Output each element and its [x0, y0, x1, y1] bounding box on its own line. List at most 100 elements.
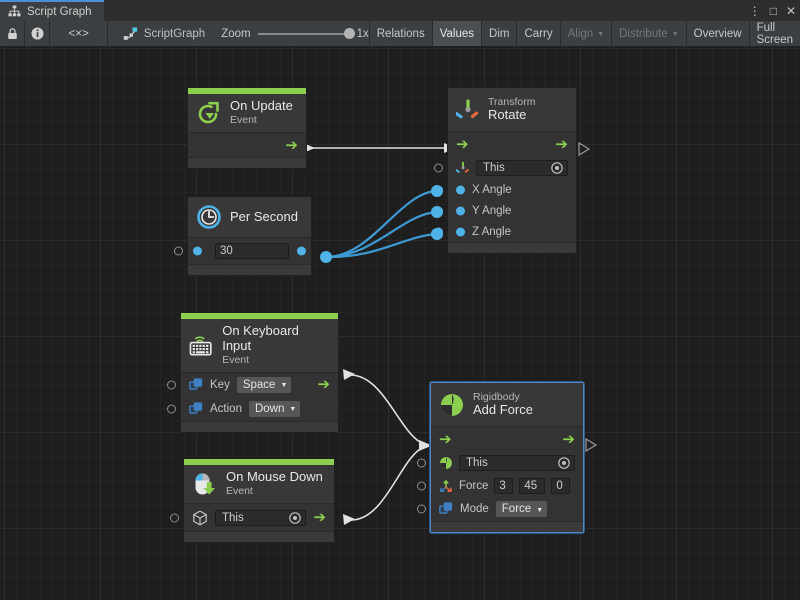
toolbar-button-overview[interactable]: Overview	[685, 21, 749, 46]
zoom-control[interactable]: Zoom 1x	[221, 27, 369, 40]
node-per-second[interactable]: Per Second 30	[174, 196, 312, 276]
zoom-slider[interactable]	[257, 27, 355, 39]
input-port-key[interactable]	[167, 380, 176, 390]
flow-output-connector-rotate[interactable]	[578, 142, 591, 156]
target-object-field[interactable]: This	[459, 454, 575, 471]
toolbar-button-label: Dim	[489, 27, 510, 40]
node-body: ➔ ➔ This	[417, 427, 583, 521]
object-picker-icon[interactable]	[558, 456, 570, 469]
flow-input-arrow[interactable]: ➔	[456, 135, 469, 153]
port-row-flow-out[interactable]: ➔	[188, 133, 306, 157]
key-dropdown[interactable]: Space ▼	[236, 376, 292, 393]
graph-canvas[interactable]: On Update Event ➔	[0, 47, 800, 600]
force-y-input[interactable]: 45	[519, 477, 546, 494]
port-row-y-angle[interactable]: Y Angle	[434, 200, 576, 221]
wire-persecond-to-yangle	[325, 210, 438, 259]
node-on-update[interactable]: On Update Event ➔	[187, 87, 307, 169]
node-rigidbody-add-force[interactable]: Rigidbody Add Force ➔ ➔	[417, 382, 584, 533]
flow-output-connector-addforce[interactable]	[585, 438, 598, 452]
port-row-target[interactable]: This	[417, 451, 583, 474]
port-row-target[interactable]: This ➔	[170, 504, 334, 531]
input-port-mode[interactable]	[417, 504, 426, 514]
toolbar-button-relations[interactable]: Relations	[368, 21, 432, 46]
node-title: On Update	[230, 98, 293, 113]
input-port-target[interactable]	[170, 513, 179, 522]
flow-input-arrow[interactable]: ➔	[439, 430, 452, 448]
port-row-z-angle[interactable]: Z Angle	[434, 221, 576, 242]
port-row-mode[interactable]: Mode Force ▼	[417, 497, 583, 521]
node-subtitle: Event	[226, 484, 253, 497]
port-row-action[interactable]: Action Down ▼	[167, 397, 338, 421]
more-options-icon[interactable]: ⋮	[748, 3, 761, 18]
flow-output-arrow[interactable]: ➔	[285, 136, 298, 154]
toolbar-button-carry[interactable]: Carry	[516, 21, 559, 46]
output-port-dot[interactable]	[297, 246, 306, 256]
object-picker-icon[interactable]	[289, 511, 302, 524]
port-row-target[interactable]: This	[434, 156, 576, 179]
input-port-y-angle[interactable]	[434, 206, 443, 215]
mode-dropdown[interactable]: Force ▼	[495, 501, 548, 517]
toolbar-button-values[interactable]: Values	[431, 21, 482, 46]
input-port-target[interactable]	[417, 458, 426, 467]
node-transform-rotate[interactable]: Transform Rotate ➔ ➔	[434, 87, 577, 254]
value-input-field[interactable]: 30	[215, 243, 289, 259]
toolbar-button-dim[interactable]: Dim	[481, 21, 516, 46]
toolbar-buttons: Relations Values Dim Carry Align ▼ Distr…	[368, 21, 800, 46]
rigidbody-icon	[440, 456, 452, 469]
port-dot	[456, 206, 465, 215]
force-z-input[interactable]: 0	[551, 477, 571, 494]
maximize-icon[interactable]: □	[769, 3, 777, 18]
port-dot	[456, 227, 465, 236]
flow-output-arrow[interactable]: ➔	[555, 135, 568, 153]
action-dropdown[interactable]: Down ▼	[248, 400, 301, 417]
node-subtitle: Event	[230, 113, 257, 126]
input-port-target[interactable]	[434, 163, 443, 172]
wire-persecond-to-zangle	[325, 232, 438, 259]
input-port-dot[interactable]	[193, 246, 202, 256]
port-row-force[interactable]: Force 3 45 0	[417, 474, 583, 497]
target-object-field[interactable]: This	[476, 159, 568, 176]
target-object-field[interactable]: This	[215, 509, 307, 526]
zoom-label: Zoom	[221, 27, 251, 40]
input-port-z-angle[interactable]	[434, 227, 443, 236]
node-footer	[181, 420, 338, 432]
zoom-slider-handle[interactable]	[343, 27, 355, 39]
chevron-down-icon: ▼	[536, 506, 544, 514]
port-row-value[interactable]: 30	[174, 238, 311, 264]
node-on-keyboard-input[interactable]: On Keyboard Input Event Key Space ▼	[167, 312, 339, 433]
force-x-input[interactable]: 3	[494, 477, 514, 494]
input-port-x-angle[interactable]	[434, 185, 443, 194]
input-port-action[interactable]	[167, 404, 176, 414]
close-icon[interactable]: ✕	[785, 3, 796, 18]
toolbar-button-label: Relations	[376, 27, 425, 40]
node-on-mouse-down[interactable]: On Mouse Down Event This	[170, 458, 335, 543]
code-view-button[interactable]: <×>	[50, 21, 108, 46]
port-row-x-angle[interactable]: X Angle	[434, 179, 576, 200]
flow-output-arrow[interactable]: ➔	[317, 376, 330, 394]
wire-mousedown-to-addforce	[351, 446, 425, 521]
toolbar-button-distribute[interactable]: Distribute ▼	[611, 21, 686, 46]
port-row-key[interactable]: Key Space ▼ ➔	[167, 373, 338, 397]
input-port-force[interactable]	[417, 481, 426, 490]
node-header: Transform Rotate	[448, 88, 576, 132]
input-port-per-second[interactable]	[174, 246, 183, 256]
flow-output-arrow[interactable]: ➔	[562, 430, 575, 448]
wire-arrowhead	[343, 369, 355, 380]
flow-output-arrow[interactable]: ➔	[313, 509, 326, 526]
toolbar-button-full-screen[interactable]: Full Screen	[748, 21, 800, 46]
node-title: Rigidbody	[473, 391, 520, 403]
node-title-block: On Mouse Down Event	[226, 469, 323, 497]
toolbar-button-align[interactable]: Align ▼	[559, 21, 612, 46]
tab-script-graph[interactable]: Script Graph	[0, 0, 104, 21]
port-row-flow[interactable]: ➔ ➔	[431, 427, 583, 451]
object-picker-icon[interactable]	[551, 161, 563, 174]
node-footer	[188, 264, 311, 275]
breadcrumb-label: ScriptGraph	[143, 27, 206, 40]
lock-button[interactable]	[0, 21, 26, 46]
info-button[interactable]	[25, 21, 51, 46]
mode-dropdown-value: Force	[501, 503, 532, 515]
port-row-flow[interactable]: ➔ ➔	[448, 132, 576, 156]
breadcrumb[interactable]: ScriptGraph	[117, 27, 215, 41]
input-label-y-angle: Y Angle	[472, 204, 512, 217]
enum-icon	[439, 502, 453, 514]
